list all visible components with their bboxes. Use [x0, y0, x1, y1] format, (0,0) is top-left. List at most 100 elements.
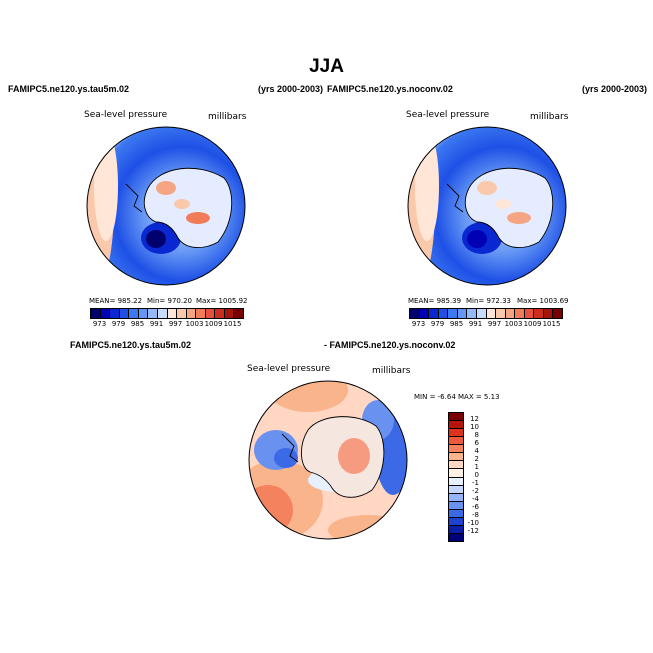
left-slp-map [86, 126, 246, 286]
left-colorbar-ticks: 973 979 985 991 997 1003 1009 1015 [90, 320, 242, 330]
left-colorbar-swatch [204, 309, 215, 318]
diff-colorbar-swatch [449, 468, 463, 477]
diff-colorbar-tick-label: -10 [467, 519, 479, 527]
diff-colorbar-swatch [449, 476, 463, 485]
diff-colorbar-tick-label: 1 [474, 463, 479, 471]
left-plateau-high [156, 181, 176, 195]
diff-peninsula [281, 433, 299, 463]
left-low-core [146, 230, 166, 248]
left-colorbar-tick-label: 985 [130, 320, 145, 328]
diff-colorbar-swatch [449, 436, 463, 445]
right-colorbar-swatch [533, 309, 543, 318]
diff-colorbar-tick-label: -8 [472, 511, 479, 519]
left-units-label: millibars [208, 112, 247, 122]
diff-colorbar-tick-label: 6 [474, 439, 479, 447]
right-high-rim-inner [415, 131, 439, 241]
diff-colorbar-swatch [449, 413, 463, 421]
left-colorbar-swatch [156, 309, 167, 318]
diff-colorbar-swatch [449, 460, 463, 469]
right-plateau-high [477, 181, 497, 195]
diff-colorbar-swatch [449, 532, 463, 541]
diff-colorbar-tick-label: 12 [470, 415, 479, 423]
diff-colorbar-swatch [449, 428, 463, 437]
right-colorbar-tick-label: 1015 [542, 320, 561, 328]
left-max-label: Max= 1005.92 [196, 297, 248, 305]
left-colorbar-swatch [185, 309, 196, 318]
left-years-label: (yrs 2000-2003) [258, 84, 324, 94]
left-colorbar-swatch [176, 309, 186, 318]
left-case-label: FAMIPC5.ne120.ys.tau5m.02 [8, 84, 130, 94]
diff-colorbar-swatch [449, 452, 463, 461]
diff-colorbar-swatch [449, 516, 463, 525]
right-plateau-high-3 [495, 199, 511, 209]
left-colorbar-swatch [195, 309, 205, 318]
diff-positive-s [328, 515, 407, 539]
left-min-label: Min= 970.20 [147, 297, 193, 305]
right-low-core [467, 230, 487, 248]
diff-colorbar-swatch [449, 524, 463, 533]
left-colorbar-tick-label: 997 [168, 320, 183, 328]
diff-colorbar-tick-label: -12 [467, 527, 479, 535]
left-colorbar-tick-label: 1003 [185, 320, 204, 328]
right-colorbar-swatch [542, 309, 553, 318]
diff-colorbar-tick-label: -2 [472, 487, 479, 495]
diff-colorbar-swatch [449, 500, 463, 509]
right-colorbar-swatch [552, 309, 562, 318]
diff-colorbar-tick-label: -4 [472, 495, 479, 503]
diff-colorbar-swatch [449, 508, 463, 517]
right-colorbar-tick-label: 1003 [504, 320, 523, 328]
left-colorbar [90, 308, 244, 319]
diff-colorbar-tick-label: 8 [474, 431, 479, 439]
left-colorbar-tick-label: 1009 [204, 320, 223, 328]
right-slp-map [407, 126, 567, 286]
right-min-label: Min= 972.33 [466, 297, 512, 305]
left-colorbar-swatch [223, 309, 234, 318]
left-colorbar-swatch [128, 309, 138, 318]
right-years-label: (yrs 2000-2003) [582, 84, 648, 94]
diff-colorbar-tick-label: -6 [472, 503, 479, 511]
right-colorbar-swatch [447, 309, 457, 318]
right-plateau-high-2 [507, 212, 531, 224]
diff-right-case-label: - FAMIPC5.ne120.ys.noconv.02 [324, 340, 456, 350]
diff-units-label: millibars [372, 366, 411, 376]
diff-colorbar-tick-label: -1 [472, 479, 479, 487]
left-colorbar-tick-label: 991 [149, 320, 164, 328]
right-colorbar-swatch [523, 309, 534, 318]
right-colorbar-ticks: 973 979 985 991 997 1003 1009 1015 [409, 320, 561, 330]
left-colorbar-tick-label: 979 [111, 320, 126, 328]
left-colorbar-swatch [99, 309, 110, 318]
diff-positive-n [268, 381, 348, 412]
diff-left-case-label: FAMIPC5.ne120.ys.tau5m.02 [70, 340, 192, 350]
diff-positive-sw-core [249, 485, 293, 535]
left-high-rim-inner [94, 131, 118, 241]
left-peninsula [125, 183, 143, 213]
left-plateau-high-3 [174, 199, 190, 209]
left-colorbar-swatch [233, 309, 243, 318]
right-colorbar-tick-label: 985 [449, 320, 464, 328]
left-variable-label: Sea-level pressure [84, 110, 168, 120]
right-colorbar-swatch [418, 309, 429, 318]
diff-colorbar [448, 412, 464, 542]
right-colorbar-swatch [475, 309, 486, 318]
left-plateau-high-2 [186, 212, 210, 224]
diff-colorbar-swatch [449, 444, 463, 453]
left-colorbar-tick-label: 973 [92, 320, 107, 328]
right-colorbar-swatch [428, 309, 438, 318]
left-colorbar-swatch [214, 309, 224, 318]
right-colorbar-swatch [514, 309, 524, 318]
right-units-label: millibars [530, 112, 569, 122]
right-colorbar-swatch [410, 309, 419, 318]
right-variable-label: Sea-level pressure [406, 110, 490, 120]
right-colorbar-swatch [466, 309, 476, 318]
left-colorbar-swatch [147, 309, 157, 318]
diff-colorbar-tick-label: 4 [474, 447, 479, 455]
right-colorbar-tick-label: 973 [411, 320, 426, 328]
right-peninsula [446, 183, 464, 213]
figure-title: JJA [309, 56, 344, 77]
diff-min-max-label: MIN = -6.64 MAX = 5.13 [414, 393, 500, 401]
right-colorbar-tick-label: 997 [487, 320, 502, 328]
left-colorbar-swatch [118, 309, 129, 318]
left-colorbar-swatch [166, 309, 177, 318]
diff-colorbar-ticks: 12 10 8 6 4 2 1 0 -1 -2 -4 -6 -8 -10 -12 [463, 412, 483, 540]
diff-colorbar-tick-label: 10 [470, 423, 479, 431]
